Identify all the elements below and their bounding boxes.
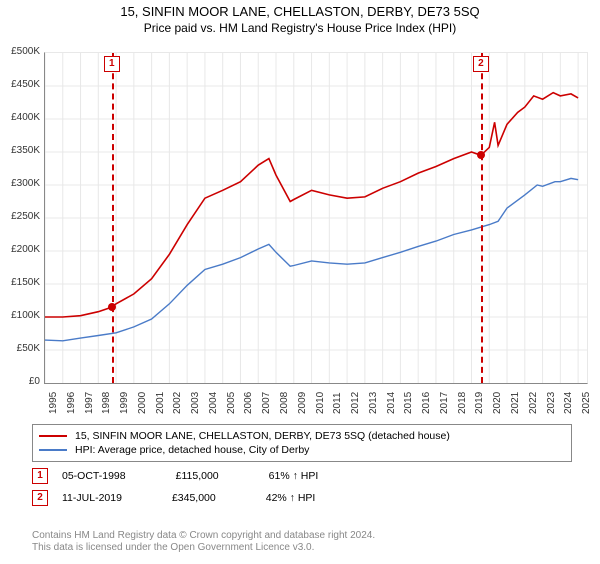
x-axis-tick-label: 2015 [403,392,414,414]
marker-date: 11-JUL-2019 [62,492,122,504]
legend-swatch-1 [39,435,67,437]
x-axis-tick-label: 1997 [84,392,95,414]
chart-plot-area: 12 [44,52,588,384]
x-axis-tick-label: 2018 [457,392,468,414]
x-axis-tick-label: 1998 [101,392,112,414]
x-axis-tick-label: 2003 [190,392,201,414]
marker-badge: 1 [104,56,120,72]
marker-line [481,53,483,383]
x-axis-tick-label: 2005 [226,392,237,414]
marker-dot [108,303,116,311]
x-axis-tick-label: 2004 [208,392,219,414]
x-axis-tick-label: 2021 [510,392,521,414]
legend-label-2: HPI: Average price, detached house, City… [75,444,309,456]
x-axis-tick-label: 2022 [528,392,539,414]
x-axis-tick-label: 2000 [137,392,148,414]
x-axis-tick-label: 1995 [48,392,59,414]
y-axis-tick-label: £0 [0,376,40,387]
x-axis-tick-label: 2020 [492,392,503,414]
y-axis-tick-label: £400K [0,112,40,123]
x-axis-tick-label: 2006 [243,392,254,414]
marker-pct: 42% ↑ HPI [266,492,316,504]
y-axis-tick-label: £350K [0,145,40,156]
x-axis-tick-label: 1996 [66,392,77,414]
legend-row: HPI: Average price, detached house, City… [39,444,565,456]
x-axis-tick-label: 2012 [350,392,361,414]
y-axis-tick-label: £250K [0,211,40,222]
marker-legend-badge: 2 [32,490,48,506]
marker-price: £345,000 [172,492,216,504]
marker-data-row: 2 11-JUL-2019 £345,000 42% ↑ HPI [32,490,572,506]
x-axis-tick-label: 2025 [581,392,592,414]
legend-row: 15, SINFIN MOOR LANE, CHELLASTON, DERBY,… [39,430,565,442]
chart-title: 15, SINFIN MOOR LANE, CHELLASTON, DERBY,… [0,4,600,19]
chart-subtitle: Price paid vs. HM Land Registry's House … [0,21,600,35]
x-axis-tick-label: 2024 [563,392,574,414]
footer-text: Contains HM Land Registry data © Crown c… [32,530,375,554]
x-axis-tick-label: 2001 [155,392,166,414]
legend-swatch-2 [39,449,67,451]
x-axis-tick-label: 2016 [421,392,432,414]
y-axis-tick-label: £300K [0,178,40,189]
y-axis-tick-label: £500K [0,46,40,57]
x-axis-tick-label: 1999 [119,392,130,414]
x-axis-tick-label: 2008 [279,392,290,414]
plot-svg [45,53,587,383]
legend-label-1: 15, SINFIN MOOR LANE, CHELLASTON, DERBY,… [75,430,450,442]
x-axis-tick-label: 2014 [386,392,397,414]
y-axis-tick-label: £450K [0,79,40,90]
x-axis-tick-label: 2017 [439,392,450,414]
x-axis-tick-label: 2007 [261,392,272,414]
x-axis-tick-label: 2009 [297,392,308,414]
y-axis-tick-label: £150K [0,277,40,288]
footer-line-2: This data is licensed under the Open Gov… [32,542,375,554]
marker-price: £115,000 [176,470,219,482]
x-axis-tick-label: 2011 [332,392,343,414]
x-axis-tick-label: 2023 [546,392,557,414]
marker-legend-badge: 1 [32,468,48,484]
legend-box: 15, SINFIN MOOR LANE, CHELLASTON, DERBY,… [32,424,572,462]
x-axis-tick-label: 2010 [315,392,326,414]
marker-pct: 61% ↑ HPI [269,470,319,482]
y-axis-tick-label: £100K [0,310,40,321]
footer-line-1: Contains HM Land Registry data © Crown c… [32,530,375,542]
marker-data-row: 1 05-OCT-1998 £115,000 61% ↑ HPI [32,468,572,484]
x-axis-tick-label: 2002 [172,392,183,414]
marker-date: 05-OCT-1998 [62,470,126,482]
marker-line [112,53,114,383]
y-axis-tick-label: £50K [0,343,40,354]
x-axis-tick-label: 2013 [368,392,379,414]
marker-badge: 2 [473,56,489,72]
y-axis-tick-label: £200K [0,244,40,255]
x-axis-tick-label: 2019 [474,392,485,414]
